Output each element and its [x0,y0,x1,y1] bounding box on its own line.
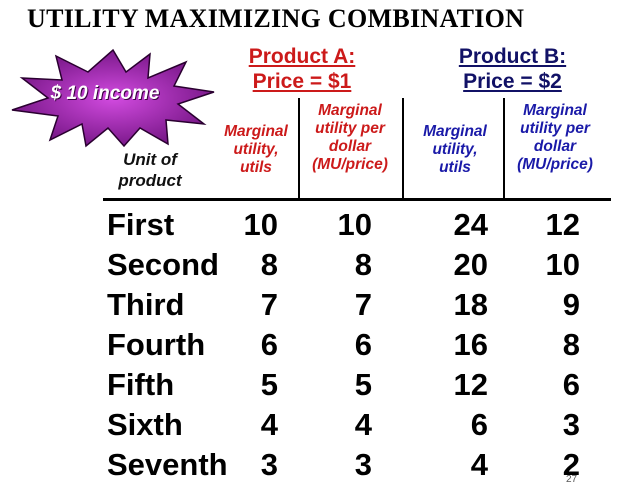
column-divider [503,98,505,198]
table-cell: 8 [354,247,372,282]
a-mup-line-1: Marginal [318,102,382,119]
table-cell: 7 [354,287,372,322]
table-cell: 6 [354,327,372,362]
b-mu-line-3: utils [439,159,471,176]
table-cell: 10 [545,247,580,282]
table-cell: 10 [243,207,278,242]
product-b-header: Product B: Price = $2 [420,44,605,94]
row-label: Second [107,247,219,282]
b-mu-line-1: Marginal [423,123,487,140]
header-rule [103,198,611,201]
a-mu-line-1: Marginal [224,123,288,140]
row-label: First [107,207,175,242]
b-mup-line-2: utility per [520,120,590,137]
table-cell: 6 [562,367,580,402]
table-cell: 6 [470,407,488,442]
table-cell: 7 [260,287,278,322]
table-cell: 6 [260,327,278,362]
slide-title: UTILITY MAXIMIZING COMBINATION [27,4,525,33]
unit-header: Unit of product [104,149,196,191]
b-mup-line-3: dollar [533,138,577,155]
table-cell: 3 [562,407,580,442]
product-b-name: Product B: [458,45,567,68]
table-cell: 12 [545,207,580,242]
table-cell: 3 [354,447,372,482]
page-number: 27 [566,474,578,485]
table-cell: 5 [260,367,278,402]
product-b-price: Price = $2 [463,70,562,93]
table-cell: 10 [337,207,372,242]
table-cell: 8 [562,327,580,362]
table-cell: 8 [260,247,278,282]
a-marginal-utility-header: Marginal utility, utils [214,123,298,177]
table-cell: 2 [562,447,580,482]
unit-header-line-1: Unit of [123,150,177,169]
table-cell: 4 [354,407,372,442]
b-mu-per-dollar-header: Marginal utility per dollar (MU/price) [505,102,605,174]
b-mup-line-4: (MU/price) [517,156,593,173]
b-mup-line-1: Marginal [523,102,587,119]
column-divider [402,98,404,198]
income-label: $ 10 income [50,83,160,104]
product-a-header: Product A: Price = $1 [222,44,382,94]
a-mu-per-dollar-header: Marginal utility per dollar (MU/price) [300,102,400,174]
table-cell: 3 [260,447,278,482]
row-label: Fourth [107,327,206,362]
a-mu-line-2: utility, [233,141,279,158]
product-a-name: Product A: [248,45,356,68]
a-mup-line-4: (MU/price) [312,156,388,173]
table-cell: 16 [453,327,488,362]
starburst-shape [11,48,215,148]
row-label: Fifth [107,367,175,402]
table-cell: 18 [453,287,488,322]
unit-header-line-2: product [118,171,182,190]
table-cell: 12 [453,367,488,402]
table-cell: 24 [453,207,488,242]
a-mu-line-3: utils [240,159,272,176]
a-mup-line-3: dollar [328,138,372,155]
table-cell: 9 [562,287,580,322]
product-a-price: Price = $1 [252,70,352,93]
table-cell: 4 [470,447,488,482]
b-marginal-utility-header: Marginal utility, utils [407,123,503,177]
row-label: Seventh [107,447,228,482]
row-label: Third [107,287,185,322]
b-mu-line-2: utility, [432,141,478,158]
a-mup-line-2: utility per [315,120,385,137]
table-cell: 5 [354,367,372,402]
table-cell: 20 [453,247,488,282]
row-label: Sixth [107,407,183,442]
table-cell: 4 [260,407,278,442]
column-divider [298,98,300,198]
